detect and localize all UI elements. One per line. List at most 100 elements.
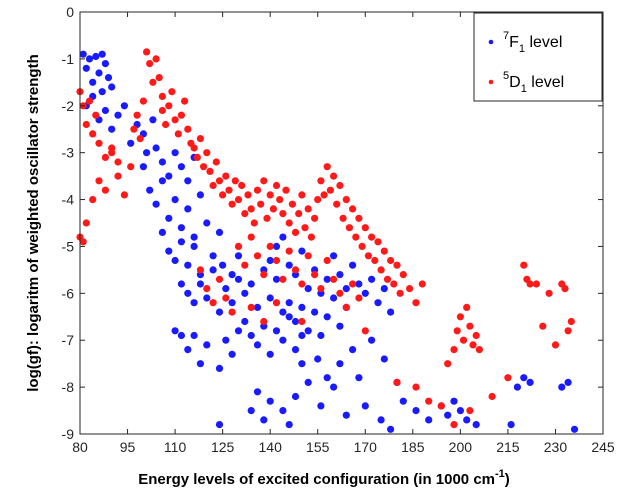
7f1-point xyxy=(272,275,281,283)
5d1-point xyxy=(342,303,350,311)
7f1-point xyxy=(425,416,433,424)
7f1-point xyxy=(149,116,157,124)
5d1-point xyxy=(266,191,274,199)
5d1-point xyxy=(311,214,319,222)
5d1-point xyxy=(390,280,398,288)
5d1-point xyxy=(285,219,293,227)
5d1-point xyxy=(272,256,281,265)
7f1-point xyxy=(336,271,344,279)
5d1-point xyxy=(222,172,230,180)
7f1-point xyxy=(241,317,249,326)
5d1-point xyxy=(241,210,249,218)
5d1-point xyxy=(133,111,141,119)
5d1-point xyxy=(95,177,103,185)
5d1-point xyxy=(127,163,135,171)
7f1-point xyxy=(222,336,230,344)
7f1-point xyxy=(355,280,363,288)
7f1-point xyxy=(456,407,464,415)
7f1-point xyxy=(387,425,395,433)
x-tick-label: 110 xyxy=(164,439,187,455)
y-tick-label: -7 xyxy=(62,332,75,348)
5d1-point xyxy=(314,196,322,204)
7f1-point xyxy=(158,228,166,236)
5d1-point xyxy=(203,285,211,293)
7f1-point xyxy=(215,364,224,372)
5d1-point xyxy=(196,266,204,274)
7f1-point xyxy=(507,421,515,429)
5d1-point xyxy=(532,280,541,288)
5d1-point xyxy=(120,191,128,199)
5d1-point xyxy=(504,374,512,382)
7f1-point xyxy=(184,261,192,269)
5d1-point xyxy=(139,97,147,105)
5d1-point xyxy=(247,205,255,213)
5d1-point xyxy=(425,397,433,405)
7f1-point xyxy=(219,261,227,269)
7f1-point xyxy=(311,308,319,316)
7f1-point xyxy=(177,163,185,171)
5d1-point xyxy=(114,158,122,166)
x-tick-label: 245 xyxy=(591,439,615,455)
5d1-point xyxy=(215,177,224,185)
7f1-point xyxy=(355,374,363,382)
5d1-point xyxy=(269,205,277,213)
7f1-point xyxy=(171,327,179,335)
5d1-point xyxy=(380,247,388,255)
5d1-point xyxy=(412,299,420,307)
7f1-point xyxy=(526,378,534,386)
5d1-point xyxy=(279,275,287,283)
5d1-point xyxy=(387,256,395,265)
5d1-point xyxy=(326,186,334,194)
5d1-point xyxy=(317,177,325,185)
5d1-point xyxy=(383,275,392,283)
5d1-point xyxy=(469,341,477,349)
5d1-point xyxy=(364,252,372,260)
7f1-point xyxy=(342,285,350,293)
7f1-point xyxy=(190,331,198,340)
7f1-point xyxy=(266,256,274,265)
7f1-point xyxy=(387,308,395,316)
5d1-point xyxy=(130,125,138,133)
5d1-point xyxy=(291,266,300,274)
5d1-point xyxy=(368,233,376,241)
5d1-point xyxy=(238,181,246,190)
5d1-point xyxy=(393,378,401,386)
7f1-point xyxy=(253,341,262,349)
x-tick-label: 200 xyxy=(449,439,473,455)
5d1-point xyxy=(475,346,483,354)
7f1-point xyxy=(336,360,344,368)
5d1-point xyxy=(209,299,217,307)
5d1-point xyxy=(307,233,315,241)
5d1-point xyxy=(228,200,236,208)
7f1-point xyxy=(253,388,262,396)
5d1-point xyxy=(336,181,344,190)
7f1-point xyxy=(152,200,160,208)
7f1-point xyxy=(266,350,274,358)
7f1-point xyxy=(158,177,166,185)
7f1-point xyxy=(342,411,350,419)
5d1-point xyxy=(85,97,94,105)
5d1-point xyxy=(412,383,420,391)
5d1-point xyxy=(450,421,458,429)
5d1-point xyxy=(282,186,290,194)
7f1-point xyxy=(101,106,109,115)
7f1-point xyxy=(323,313,331,321)
5d1-point xyxy=(450,346,458,354)
7f1-point xyxy=(361,402,369,410)
5d1-point xyxy=(228,308,236,316)
5d1-point xyxy=(463,303,471,311)
5d1-point xyxy=(298,317,306,326)
5d1-point xyxy=(298,280,306,288)
legend-box xyxy=(473,12,603,102)
5d1-point xyxy=(168,88,176,96)
7f1-point xyxy=(380,355,388,363)
5d1-point xyxy=(291,228,300,236)
5d1-point xyxy=(260,271,268,279)
5d1-point xyxy=(193,153,201,161)
5d1-point xyxy=(101,153,109,161)
7f1-point xyxy=(298,247,306,255)
5d1-point xyxy=(301,224,309,232)
5d1-point xyxy=(203,149,211,157)
5d1-point xyxy=(212,158,220,166)
